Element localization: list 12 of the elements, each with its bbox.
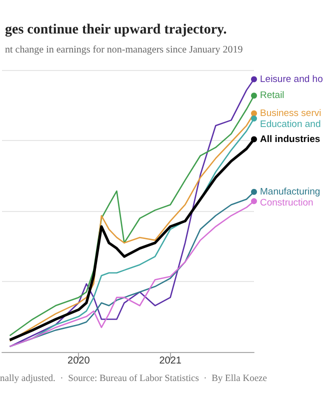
chart-subtitle: nt change in earnings for non-managers since January 2019 (5, 44, 243, 56)
series-label: Construction (260, 197, 314, 208)
x-tick-label: 2020 (68, 356, 90, 366)
series-label: Manufacturing (260, 186, 320, 198)
chart-title: ges continue their upward trajectory. (5, 22, 227, 38)
series-label: Retail (260, 90, 284, 102)
series-label: All industries (260, 134, 320, 145)
series-label: Leisure and ho (260, 74, 323, 85)
x-tick-label: 2021 (159, 356, 182, 366)
series-label: Education and (260, 118, 321, 130)
series-label: Business servi (260, 108, 322, 119)
text: nally adjusted. · Source: Bureau of Labor Statistics · By Ella Koeze (0, 374, 267, 384)
